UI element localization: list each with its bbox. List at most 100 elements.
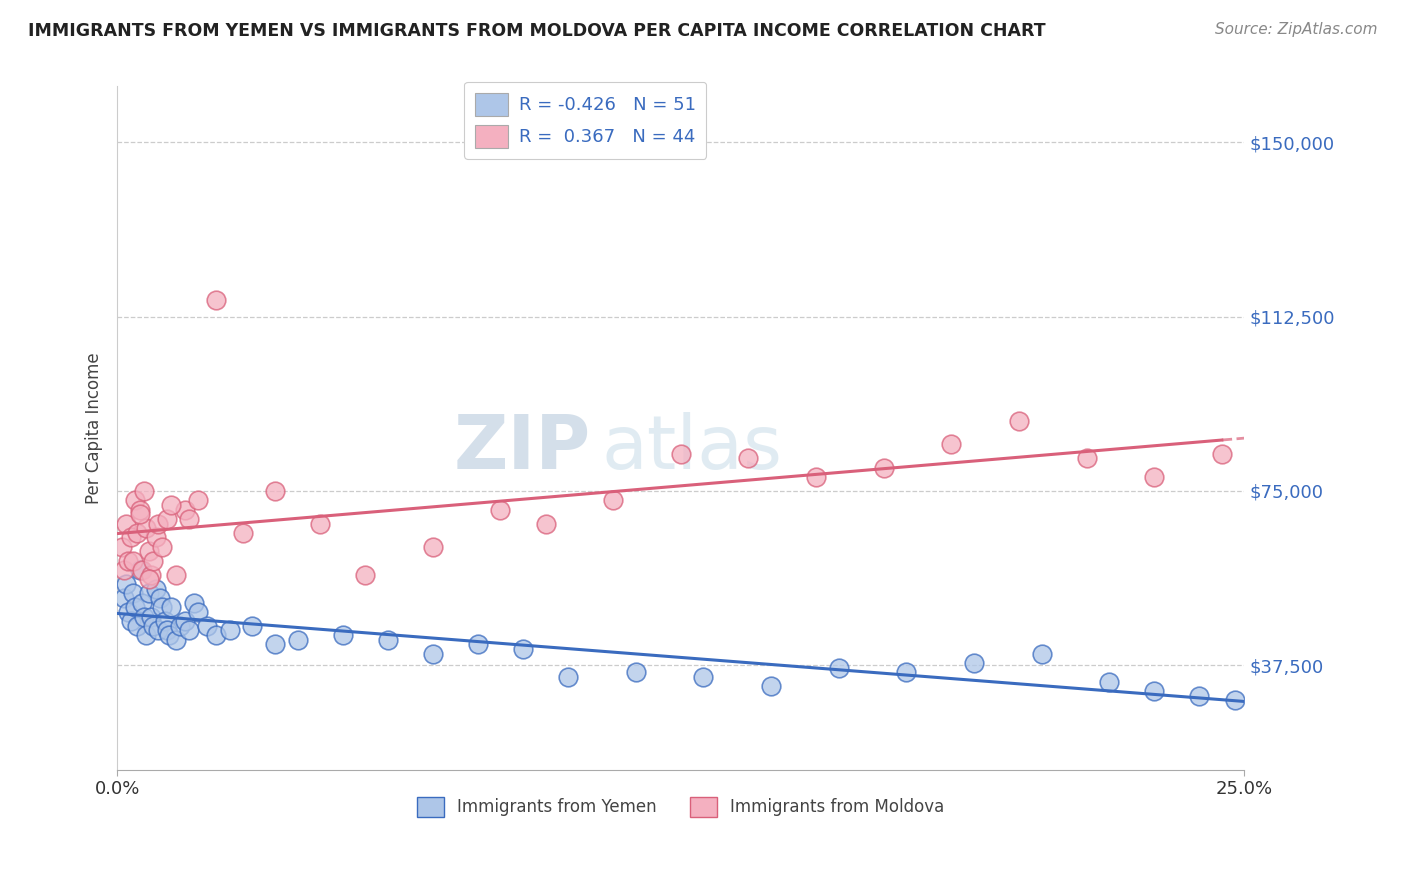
Point — [219, 624, 242, 638]
Point — [146, 516, 169, 531]
Point — [131, 563, 153, 577]
Point — [1143, 684, 1166, 698]
Point — [115, 516, 138, 531]
Point — [534, 516, 557, 531]
Point — [138, 586, 160, 600]
Point — [131, 596, 153, 610]
Point — [173, 502, 195, 516]
Point — [139, 609, 162, 624]
Legend: Immigrants from Yemen, Immigrants from Moldova: Immigrants from Yemen, Immigrants from M… — [411, 790, 950, 823]
Point — [134, 609, 156, 624]
Point — [160, 600, 183, 615]
Point — [142, 554, 165, 568]
Point — [150, 540, 173, 554]
Point — [377, 632, 399, 647]
Point — [127, 525, 149, 540]
Point — [242, 619, 264, 633]
Point — [156, 624, 179, 638]
Point — [422, 647, 444, 661]
Point — [205, 293, 228, 308]
Point — [165, 567, 187, 582]
Point — [827, 661, 849, 675]
Point — [111, 540, 134, 554]
Point — [941, 437, 963, 451]
Point — [120, 531, 142, 545]
Point — [156, 512, 179, 526]
Point — [120, 614, 142, 628]
Point — [145, 531, 167, 545]
Point — [896, 665, 918, 680]
Point — [160, 498, 183, 512]
Point — [264, 483, 287, 498]
Text: ZIP: ZIP — [453, 412, 591, 485]
Point — [804, 470, 827, 484]
Point — [117, 554, 139, 568]
Point — [128, 507, 150, 521]
Point — [179, 512, 201, 526]
Point — [153, 614, 176, 628]
Point — [1031, 647, 1053, 661]
Point — [1143, 470, 1166, 484]
Point — [963, 656, 986, 670]
Point — [195, 619, 218, 633]
Point — [624, 665, 647, 680]
Point — [512, 642, 534, 657]
Point — [183, 596, 205, 610]
Point — [135, 628, 157, 642]
Point — [489, 502, 512, 516]
Point — [117, 605, 139, 619]
Point — [135, 521, 157, 535]
Text: atlas: atlas — [602, 412, 783, 485]
Point — [1188, 689, 1211, 703]
Point — [205, 628, 228, 642]
Point — [142, 619, 165, 633]
Point — [145, 582, 167, 596]
Point — [138, 572, 160, 586]
Point — [602, 493, 624, 508]
Point — [692, 670, 714, 684]
Point — [669, 447, 692, 461]
Point — [287, 632, 309, 647]
Point — [1098, 674, 1121, 689]
Text: Source: ZipAtlas.com: Source: ZipAtlas.com — [1215, 22, 1378, 37]
Point — [112, 591, 135, 605]
Point — [112, 563, 135, 577]
Point — [1008, 414, 1031, 428]
Point — [149, 591, 172, 605]
Point — [122, 586, 145, 600]
Point — [557, 670, 579, 684]
Point — [187, 605, 209, 619]
Point — [173, 614, 195, 628]
Point — [264, 637, 287, 651]
Point — [128, 563, 150, 577]
Point — [422, 540, 444, 554]
Point — [232, 525, 254, 540]
Point — [115, 577, 138, 591]
Point — [332, 628, 354, 642]
Point — [165, 632, 187, 647]
Point — [737, 451, 759, 466]
Point — [146, 624, 169, 638]
Point — [157, 628, 180, 642]
Point — [759, 679, 782, 693]
Point — [139, 567, 162, 582]
Point — [1225, 693, 1247, 707]
Point — [134, 483, 156, 498]
Point — [467, 637, 489, 651]
Point — [873, 460, 896, 475]
Point — [187, 493, 209, 508]
Point — [128, 502, 150, 516]
Point — [1076, 451, 1098, 466]
Point — [309, 516, 332, 531]
Point — [138, 544, 160, 558]
Text: IMMIGRANTS FROM YEMEN VS IMMIGRANTS FROM MOLDOVA PER CAPITA INCOME CORRELATION C: IMMIGRANTS FROM YEMEN VS IMMIGRANTS FROM… — [28, 22, 1046, 40]
Point — [1211, 447, 1233, 461]
Point — [150, 600, 173, 615]
Point — [179, 624, 201, 638]
Point — [354, 567, 377, 582]
Point — [169, 619, 191, 633]
Y-axis label: Per Capita Income: Per Capita Income — [86, 352, 103, 504]
Point — [122, 554, 145, 568]
Point — [124, 600, 146, 615]
Point — [124, 493, 146, 508]
